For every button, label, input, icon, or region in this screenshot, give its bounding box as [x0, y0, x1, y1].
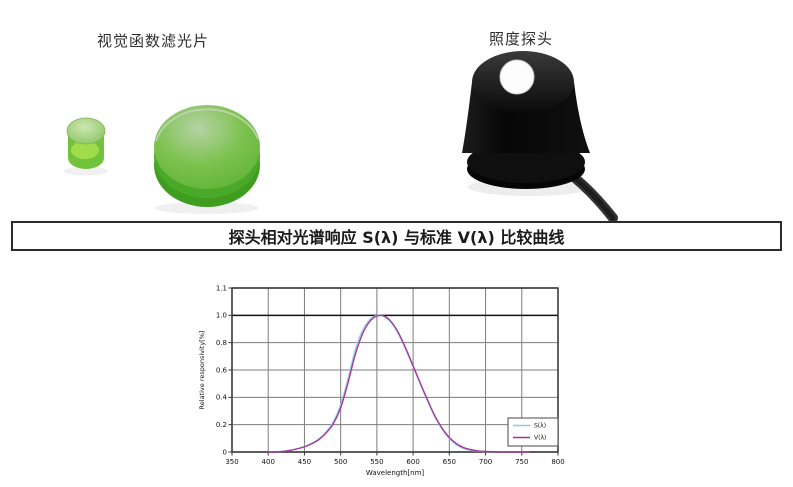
- banner-title: 探头相对光谱响应 S(λ) 与标准 V(λ) 比较曲线: [228, 228, 565, 247]
- x-tick-label: 400: [262, 458, 275, 466]
- x-tick-label: 350: [225, 458, 238, 466]
- large-filter-shadow: [155, 202, 259, 214]
- x-tick-label: 750: [515, 458, 528, 466]
- x-axis-title: Wavelength[nm]: [366, 469, 425, 477]
- y-axis-title: Relative responsivity[%]: [198, 331, 206, 410]
- y-tick-label: 0: [223, 448, 227, 456]
- x-tick-label: 600: [406, 458, 419, 466]
- curve-V(λ): [268, 314, 530, 453]
- y-tick-label: 1.0: [216, 312, 227, 320]
- y-tick-label: 1.1: [216, 284, 227, 292]
- y-tick-label: 0.4: [216, 394, 228, 402]
- x-tick-label: 550: [370, 458, 383, 466]
- spectral-response-chart: 350 400 450 500 550 600 650 700 750 800 1.1 1.0 0.8 0…: [198, 284, 565, 477]
- x-tick-label: 700: [479, 458, 492, 466]
- curve-S(λ): [268, 314, 530, 453]
- y-tick-label: 0.2: [216, 421, 227, 429]
- small-filter-shadow: [64, 166, 108, 176]
- x-tick-label: 800: [551, 458, 564, 466]
- plot-border: [231, 287, 559, 453]
- probe-photo: [462, 51, 618, 223]
- y-tick-label: 0.6: [216, 366, 228, 374]
- legend-box: [507, 417, 559, 447]
- x-tick-label: 450: [298, 458, 311, 466]
- filter-caption: 视觉函数滤光片: [97, 32, 210, 50]
- probe-caption: 照度探头: [489, 30, 554, 48]
- filter-large-disc: [154, 105, 260, 207]
- x-tick-label: 500: [334, 458, 347, 466]
- legend-label: S(λ): [534, 423, 546, 430]
- y-tick-label: 0.8: [216, 339, 227, 347]
- x-tick-label: 650: [443, 458, 456, 466]
- filter-small-disc: [66, 117, 106, 169]
- filter-photo: [64, 105, 260, 214]
- banner: 探头相对光谱响应 S(λ) 与标准 V(λ) 比较曲线: [11, 221, 782, 251]
- legend-label: V(λ): [534, 435, 546, 442]
- probe-aperture: [499, 59, 535, 95]
